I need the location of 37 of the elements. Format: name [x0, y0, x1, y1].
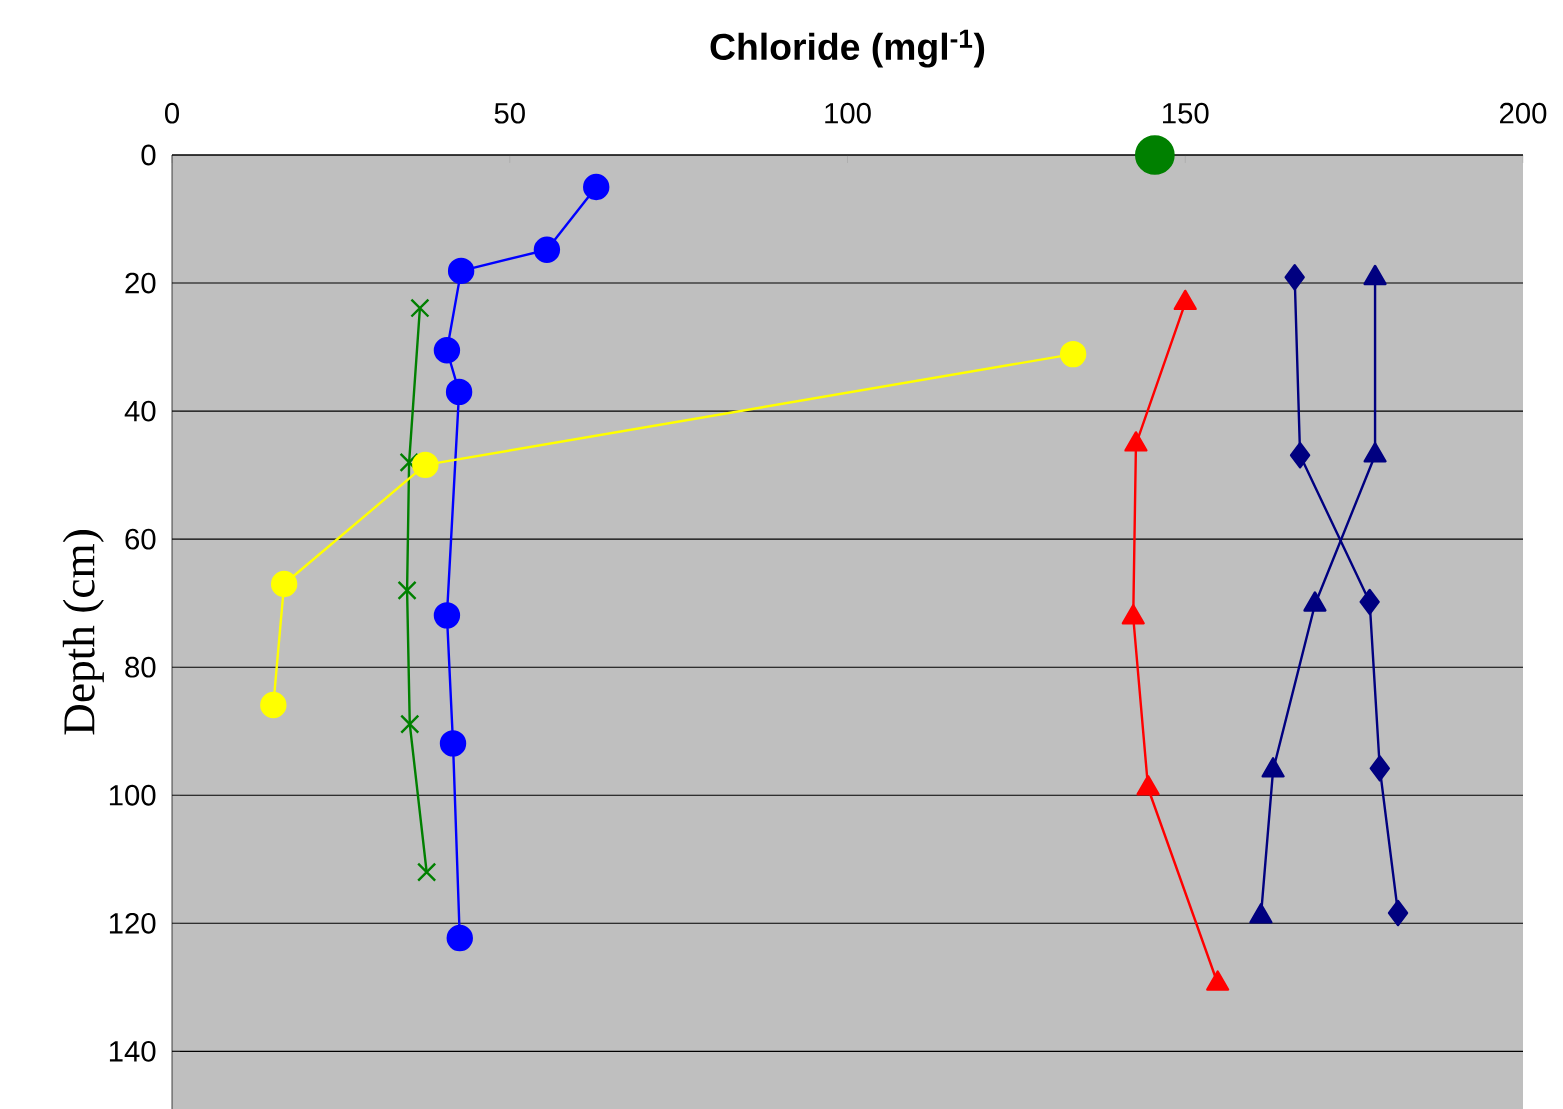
point [439, 730, 467, 757]
x-tick-label: 50 [494, 102, 525, 124]
point [412, 451, 439, 479]
point [1387, 899, 1409, 927]
point [433, 602, 461, 629]
point [410, 298, 430, 318]
point [1359, 588, 1380, 616]
point [1289, 442, 1311, 469]
point [533, 236, 561, 263]
point [416, 862, 437, 882]
point [1284, 264, 1305, 291]
x-tick-label: 200 [1500, 102, 1547, 124]
y-tick-label: 100 [109, 784, 156, 806]
point [1369, 755, 1390, 782]
point [397, 580, 417, 601]
y-tick-label: 20 [125, 272, 156, 294]
point [445, 378, 473, 406]
x-tick-label: 150 [1163, 102, 1209, 124]
y-tick-label: 120 [109, 912, 156, 934]
point [433, 337, 461, 364]
point [1059, 340, 1087, 368]
point [400, 714, 420, 734]
y-tick-label: 140 [109, 1040, 156, 1062]
point [446, 924, 473, 952]
y-tick-label: 0 [141, 144, 156, 166]
point [270, 570, 298, 598]
y-tick-label: 80 [125, 656, 156, 678]
point [1134, 135, 1175, 175]
point [583, 173, 610, 201]
y-axis-title: Depth (cm) [62, 530, 104, 735]
y-tick-label: 40 [124, 400, 156, 422]
x-tick-label: 0 [165, 102, 180, 124]
point [260, 691, 287, 719]
point [447, 257, 475, 285]
x-axis-title: Chloride (mgl$^{-1}$) [710, 29, 985, 68]
x-tick-label: 100 [825, 102, 871, 124]
y-tick-label: 60 [125, 528, 156, 550]
